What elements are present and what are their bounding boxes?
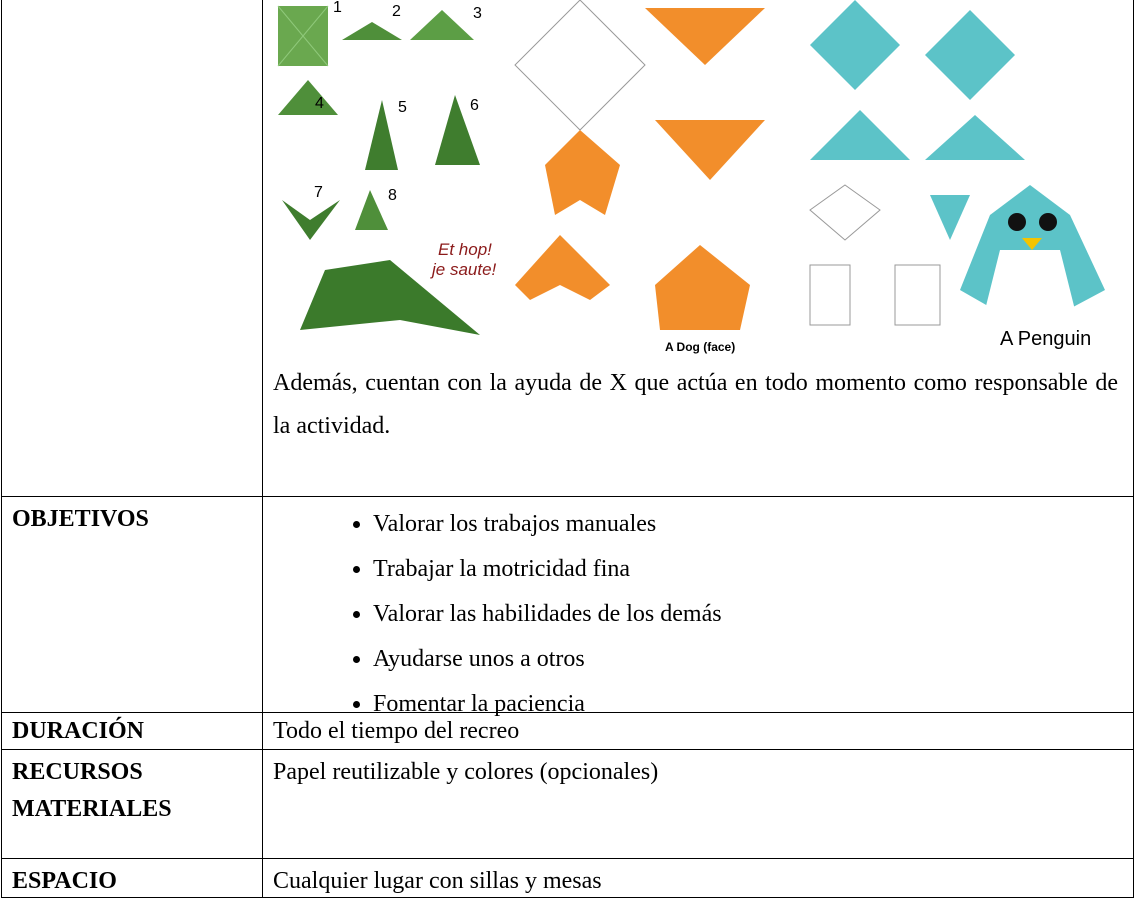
row-label: OBJETIVOS xyxy=(1,496,263,713)
step-number: 2 xyxy=(392,3,401,20)
origami-illustrations: 1 2 3 4 5 6 7 8 Et hop! je saute! A Dog … xyxy=(277,0,1105,354)
caption: Et hop! xyxy=(438,240,492,259)
list-item: Valorar las habilidades de los demás xyxy=(373,592,1133,637)
step-number: 4 xyxy=(315,95,324,112)
step-number: 7 xyxy=(314,184,323,201)
step-number: 8 xyxy=(388,187,397,204)
cell xyxy=(1,0,263,497)
list-item: Ayudarse unos a otros xyxy=(373,637,1133,682)
paragraph: Además, cuentan con la ayuda de X que ac… xyxy=(273,370,1118,439)
caption: A Penguin xyxy=(1000,328,1091,350)
step-number: 3 xyxy=(473,5,482,22)
cell: Todo el tiempo del recreo xyxy=(262,712,1134,750)
step-number: 1 xyxy=(333,0,342,16)
row-label: ESPACIO xyxy=(1,858,263,898)
cell: Papel reutilizable y colores (opcionales… xyxy=(262,749,1134,859)
list-item: Trabajar la motricidad fina xyxy=(373,547,1133,592)
cell: Valorar los trabajos manualesTrabajar la… xyxy=(262,496,1134,717)
row-label: DURACIÓN xyxy=(1,712,263,750)
step-number: 6 xyxy=(470,97,479,114)
row-label: RECURSOS MATERIALES xyxy=(1,749,263,859)
cell: Cualquier lugar con sillas y mesas xyxy=(262,858,1134,898)
list: Valorar los trabajos manualesTrabajar la… xyxy=(263,502,1133,727)
list-item: Valorar los trabajos manuales xyxy=(373,502,1133,547)
caption: A Dog (face) xyxy=(665,340,735,354)
step-number: 5 xyxy=(398,99,407,116)
caption: je saute! xyxy=(430,260,497,279)
